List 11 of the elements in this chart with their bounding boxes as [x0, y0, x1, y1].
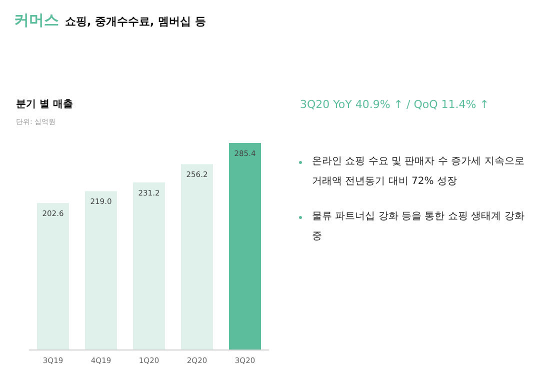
text: 물류 파트너십 강화 등을 통한 쇼핑 생태계 강화 중 [311, 210, 526, 244]
chart-subtitle: 쇼핑, 중개수수료, 멤버십 등 [65, 15, 206, 28]
bar [229, 143, 261, 350]
bar [85, 191, 117, 350]
bar [37, 203, 69, 350]
text: 분기 별 매출 [16, 99, 73, 110]
bar [181, 164, 213, 350]
text: 온라인 쇼핑 수요 및 판매자 수 증가세 지속으로 거래액 전년동기 대비 72% 성장 [311, 155, 526, 189]
text: 3Q20 YoY 40.9% ↑ / QoQ 11.4% ↑ [300, 98, 489, 111]
chart-title: 커머스 [14, 11, 59, 29]
bar [133, 182, 165, 350]
